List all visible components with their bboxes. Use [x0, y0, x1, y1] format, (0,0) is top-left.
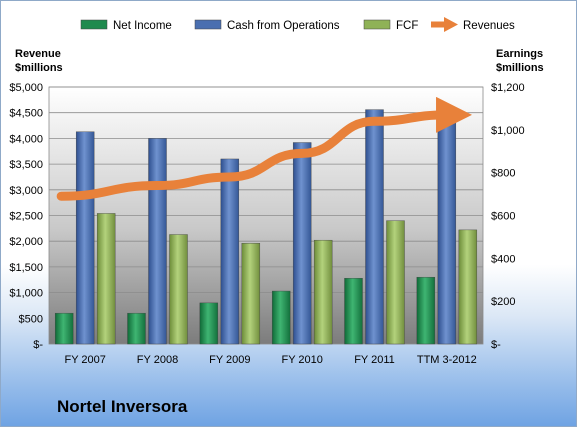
legend: Net Income Cash from Operations FCF Revenue…: [80, 17, 515, 32]
right-tick-label: $-: [491, 339, 501, 351]
left-tick-label: $1,500: [9, 262, 43, 274]
bar-cash-from-operations: [437, 108, 457, 345]
revenues-line: [56, 96, 473, 201]
bar-cash-from-operations: [75, 131, 95, 345]
left-axis-title-unit: $millions: [15, 62, 63, 74]
legend-swatch: [194, 19, 222, 30]
bar-net-income: [271, 290, 291, 345]
left-tick-label: $500: [19, 313, 43, 325]
bar-fcf: [458, 229, 478, 345]
right-axis-title-unit: $millions: [496, 62, 544, 74]
category-label: TTM 3-2012: [417, 354, 477, 366]
bar-cash-from-operations: [220, 158, 240, 345]
bar-cash-from-operations: [148, 138, 167, 345]
left-tick-label: $2,500: [9, 211, 43, 223]
company-name: Nortel Inversora: [57, 397, 188, 416]
left-tick-label: $2,000: [9, 236, 43, 248]
bar-net-income: [199, 302, 219, 345]
left-tick-label: $4,000: [9, 133, 43, 145]
legend-swatch: [363, 19, 391, 30]
legend-label: Revenues: [463, 20, 515, 32]
left-tick-label: $3,000: [9, 185, 43, 197]
bar-fcf: [96, 213, 116, 345]
legend-arrow-icon: [444, 17, 458, 32]
category-label: FY 2009: [209, 354, 250, 366]
left-tick-label: $-: [33, 339, 43, 351]
left-axis-title: Revenue: [15, 48, 61, 60]
legend-label: FCF: [396, 20, 418, 32]
right-tick-label: $800: [491, 168, 515, 180]
left-tick-label: $5,000: [9, 82, 43, 94]
bar-cash-from-operations: [365, 109, 384, 345]
left-tick-label: $3,500: [9, 159, 43, 171]
right-tick-label: $600: [491, 211, 515, 223]
bar-cash-from-operations: [292, 142, 312, 345]
right-tick-label: $400: [491, 253, 515, 265]
right-tick-label: $1,000: [491, 125, 525, 137]
category-label: FY 2008: [137, 354, 178, 366]
bar-fcf: [386, 220, 405, 345]
bar-net-income: [54, 312, 74, 345]
category-label: FY 2010: [281, 354, 322, 366]
legend-label: Cash from Operations: [227, 20, 340, 32]
category-label: FY 2011: [354, 354, 395, 366]
bar-fcf: [169, 234, 188, 345]
left-tick-label: $4,500: [9, 108, 43, 120]
bar-net-income: [127, 312, 146, 345]
bar-net-income: [344, 278, 363, 345]
category-label: FY 2007: [64, 354, 105, 366]
right-tick-label: $1,200: [491, 82, 525, 94]
bar-fcf: [313, 239, 333, 345]
right-axis-title: Earnings: [496, 48, 543, 60]
legend-swatch: [80, 19, 108, 30]
left-tick-label: $1,000: [9, 288, 43, 300]
legend-label: Net Income: [113, 20, 172, 32]
bar-net-income: [416, 276, 436, 345]
right-tick-label: $200: [491, 296, 515, 308]
bar-fcf: [241, 243, 261, 345]
